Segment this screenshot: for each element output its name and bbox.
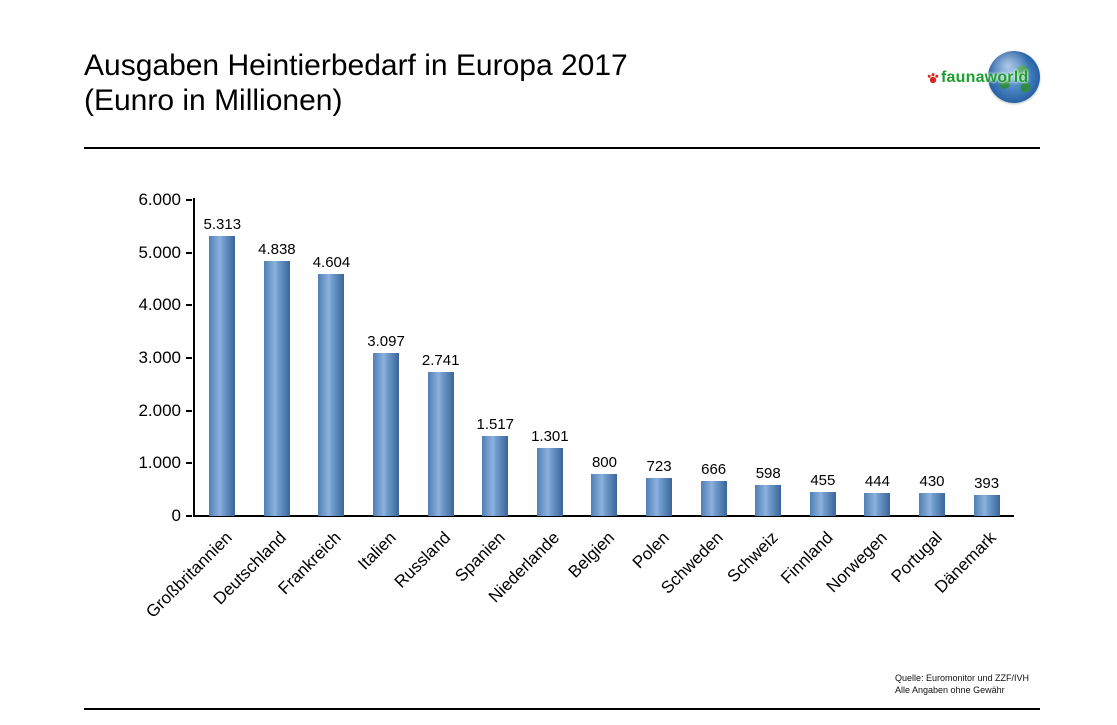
bar-value-label: 666 [701, 460, 727, 478]
bar [919, 493, 946, 516]
y-tick: 3.000 [138, 348, 192, 368]
y-tick-mark [186, 251, 192, 254]
page-title-line2: (Eunro in Millionen) [84, 84, 343, 118]
bar-group: 1.301 Niederlande [485, 200, 578, 607]
y-tick-label: 3.000 [138, 348, 181, 367]
x-axis-label: Italien [353, 528, 400, 574]
y-tick: 6.000 [138, 190, 192, 210]
page-title: Ausgaben Heintierbedarf in Europa 2017 (… [84, 48, 628, 118]
x-axis [193, 515, 1014, 517]
bar-group: 598 Schweiz [723, 200, 796, 587]
bar-group: 4.838 Deutschland [210, 200, 305, 608]
y-tick-label: 2.000 [138, 400, 181, 420]
y-axis [193, 198, 195, 517]
bar-group: 5.313 Großbritannien [142, 200, 250, 621]
bar-group: 3.097 Italien [354, 200, 414, 574]
bar-value-label: 723 [646, 457, 672, 475]
bar-group: 723 Polen [628, 200, 687, 572]
bar [318, 273, 345, 516]
bar [973, 495, 1000, 516]
y-tick: 1.000 [138, 453, 192, 473]
page-title-line1: Ausgaben Heintierbedarf in Europa 2017 [84, 49, 628, 82]
source-note: Quelle: Euromonitor und ZZF/IVH Alle Ang… [895, 672, 1029, 696]
bar [263, 261, 290, 516]
bar-group: 4.604 Frankreich [275, 200, 359, 599]
bar-value-label: 800 [591, 453, 617, 471]
bar-value-label: 1.517 [476, 416, 515, 434]
y-tick-label: 0 [171, 506, 181, 525]
bar-value-label: 5.313 [203, 216, 242, 234]
bar [755, 484, 782, 516]
bar-group: 2.741 Russland [391, 200, 468, 592]
y-tick-label: 5.000 [138, 242, 181, 262]
x-axis-label: Belgien [564, 528, 618, 582]
y-tick-label: 4.000 [138, 295, 181, 315]
header-divider [84, 147, 1040, 149]
bar-group: 455 Finnland [777, 200, 851, 588]
bar-value-label: 2.741 [421, 351, 460, 369]
bar-group: 666 Schweden [658, 200, 741, 598]
bar-value-label: 444 [864, 472, 890, 490]
bar [700, 480, 727, 516]
bar-group: 393 Dänemark [931, 200, 1014, 597]
y-tick-mark [186, 357, 192, 359]
bar [373, 352, 400, 516]
bars-area: 5.313 Großbritannien 4.838 Deutschland 4.604… [142, 200, 1014, 621]
logo-text: faunaworld [927, 69, 1028, 87]
y-tick-mark [186, 409, 192, 412]
y-tick: 2.000 [138, 401, 192, 421]
y-tick-label: 6.000 [138, 190, 181, 209]
bar-value-label: 430 [919, 473, 945, 491]
bar [864, 492, 891, 516]
bar-group: 1.517 Spanien [451, 200, 523, 585]
y-tick: 5.000 [138, 243, 192, 263]
y-tick: 4.000 [138, 295, 192, 315]
bar-value-label: 455 [810, 472, 836, 489]
bar-group: 800 Belgien [564, 200, 632, 582]
globe-icon [988, 51, 1040, 103]
y-tick-mark [186, 462, 192, 465]
bar [536, 447, 563, 516]
y-tick-mark [186, 515, 192, 517]
bar-value-label: 1.301 [531, 427, 569, 445]
paw-icon [927, 73, 939, 84]
bar-value-label: 4.604 [312, 253, 351, 271]
source-line2: Alle Angaben ohne Gewähr [895, 685, 1005, 696]
y-tick-mark [186, 199, 192, 201]
footer-divider [84, 708, 1040, 710]
bar [809, 492, 836, 516]
bar-value-label: 3.097 [367, 332, 405, 350]
bar-value-label: 598 [755, 464, 781, 482]
bar [427, 371, 454, 516]
y-tick: 0 [172, 506, 192, 526]
bar-value-label: 393 [974, 475, 1000, 493]
y-tick-mark [186, 304, 192, 307]
bar [482, 436, 509, 516]
y-tick-label: 1.000 [138, 453, 181, 473]
x-axis-label: Schweiz [723, 528, 782, 587]
faunaworld-logo: faunaworld [925, 50, 1050, 108]
x-axis-label: Polen [628, 528, 673, 573]
x-axis-label: Russland [390, 528, 455, 592]
bar-group: 430 Portugal [887, 200, 960, 586]
bar-value-label: 4.838 [258, 241, 296, 259]
bar [646, 477, 673, 516]
bar [209, 236, 236, 516]
bar-group: 444 Norwegen [823, 200, 905, 597]
bar [591, 473, 618, 516]
y-axis-labels: 6.000 5.000 4.000 3.000 2.000 1.000 0 [100, 190, 192, 525]
source-line1: Quelle: Euromonitor und ZZF/IVH [895, 673, 1030, 683]
logo-text-label: faunaworld [941, 69, 1029, 86]
